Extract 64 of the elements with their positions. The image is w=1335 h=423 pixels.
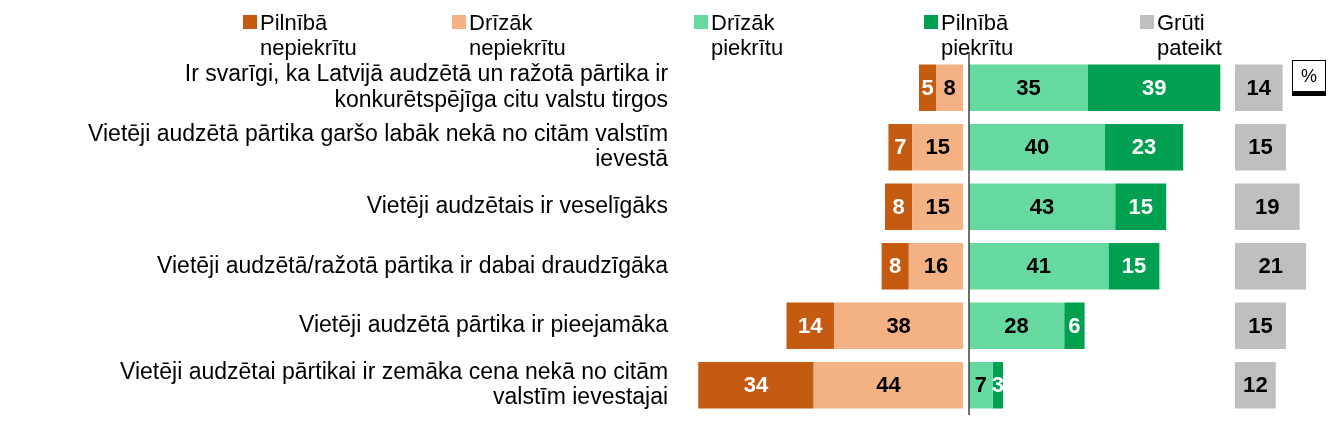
bar: [1234, 124, 1286, 171]
bar: [969, 124, 1106, 171]
legend-label: Grūti pateikt: [1157, 10, 1223, 60]
y-tick-label: Vietēji audzētā pārtika garšo labāk nekā no citām valstīm ievestā: [88, 119, 669, 172]
data-label: 15: [925, 193, 950, 219]
data-label: 35: [1016, 74, 1041, 100]
bar: [1234, 302, 1286, 349]
data-label: 14: [798, 312, 824, 338]
data-label: 28: [1004, 312, 1030, 338]
bar: [786, 302, 835, 349]
legend-label: Drīzāk piekrītu: [711, 10, 785, 60]
bar: [1108, 243, 1160, 290]
y-tick-label: Vietēji audzētai pārtikai ir zemāka cena nekā no citām valstīm ievestajai: [120, 357, 669, 410]
bar: [969, 183, 1116, 230]
bar: [1088, 64, 1221, 111]
bar: [698, 362, 814, 409]
bar: [1234, 183, 1300, 230]
y-tick-label: Vietēji audzētais ir veselīgāks: [366, 192, 669, 219]
bar: [969, 64, 1089, 111]
data-label: 5: [921, 74, 934, 100]
data-label: 21: [1258, 253, 1283, 279]
bar: [1115, 183, 1167, 230]
bar: [969, 243, 1109, 290]
data-label: 41: [1026, 253, 1052, 279]
data-label: 38: [886, 312, 911, 338]
data-label: 14: [1246, 74, 1272, 100]
bar: [888, 124, 913, 171]
data-label: 6: [1068, 312, 1081, 338]
legend-label: Pilnībā piekrītu: [941, 10, 1015, 60]
data-label: 34: [743, 372, 769, 398]
bar: [912, 124, 964, 171]
bar: [813, 362, 964, 409]
bar: [1234, 64, 1283, 111]
legend-label: Drīzāk nepiekrītu: [469, 10, 567, 60]
data-label: 23: [1132, 134, 1157, 160]
bar: [1234, 243, 1307, 290]
data-label: 8: [889, 253, 902, 279]
data-label: 40: [1024, 134, 1050, 160]
y-tick-label: Vietēji audzētā pārtika ir pieejamāka: [299, 311, 669, 338]
data-label: 15: [1121, 253, 1147, 279]
bar: [1105, 124, 1184, 171]
data-label: 8: [943, 74, 956, 100]
bar: [908, 243, 964, 290]
data-label: 3: [991, 372, 1005, 398]
y-tick-label: Vietēji audzētā/ražotā pārtika ir dabai draudzīgāka: [157, 251, 669, 278]
bar: [912, 183, 964, 230]
data-label: 7: [894, 134, 907, 160]
legend-label: Pilnībā nepiekrītu: [260, 10, 358, 60]
data-label: 12: [1242, 372, 1268, 398]
data-label: 15: [1247, 134, 1273, 160]
data-label: 39: [1142, 74, 1167, 100]
bar: [969, 302, 1065, 349]
data-label: 8: [892, 193, 905, 219]
data-label: 43: [1030, 193, 1055, 219]
data-label: 19: [1254, 193, 1280, 219]
data-label: 15: [925, 134, 950, 160]
data-label: 44: [876, 372, 902, 398]
annotation: %: [1292, 60, 1326, 96]
bar: [834, 302, 964, 349]
data-label: 15: [1247, 312, 1273, 338]
y-tick-label: Ir svarīgi, ka Latvijā audzētā un ražotā pārtika ir konkurētspējīga citu valstu tirgos: [184, 60, 669, 112]
data-label: 7: [974, 372, 988, 398]
data-label: 15: [1128, 193, 1154, 219]
data-label: 16: [923, 253, 949, 279]
